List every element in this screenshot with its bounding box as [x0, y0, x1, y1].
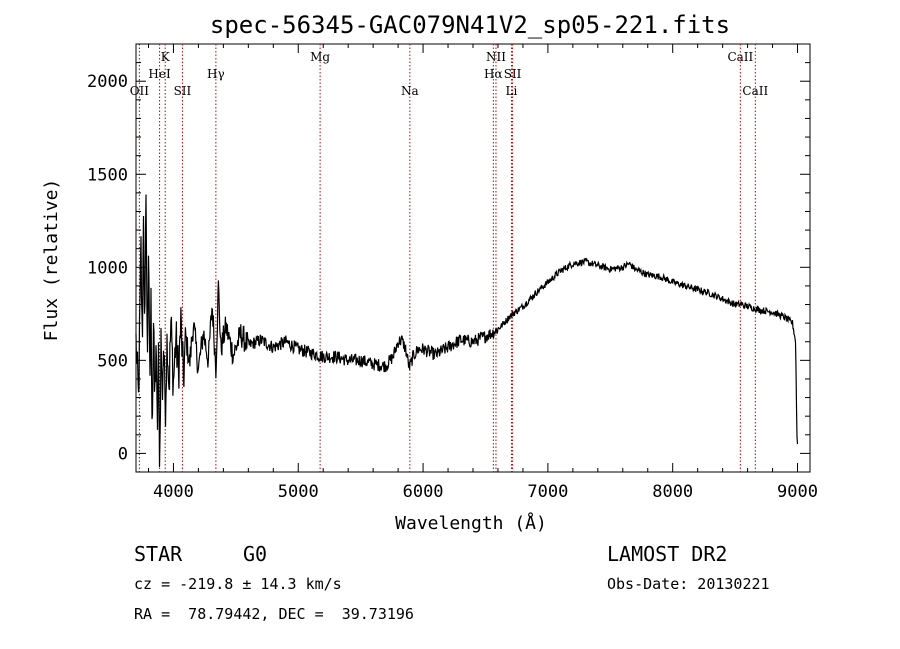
line-marker-label: Hγ	[207, 67, 225, 81]
y-axis-label: Flux (relative)	[41, 179, 62, 342]
x-tick-label: 4000	[153, 482, 194, 502]
redshift-velocity-text: cz = -219.8 ± 14.3 km/s	[134, 575, 342, 593]
object-class-label: STAR	[134, 542, 183, 566]
line-marker-label: OII	[130, 84, 150, 98]
coordinates-text: RA = 78.79442, DEC = 39.73196	[134, 605, 414, 623]
line-marker-label: Na	[401, 84, 419, 98]
y-tick-label: 1500	[87, 165, 128, 185]
object-subclass-label: G0	[243, 542, 268, 566]
x-tick-label: 9000	[777, 482, 818, 502]
survey-label: LAMOST DR2	[607, 542, 728, 566]
line-marker-label: K	[161, 50, 171, 64]
line-marker-label: CaII	[727, 50, 753, 64]
line-marker-label: HeI	[148, 67, 171, 81]
x-tick-label: 5000	[278, 482, 319, 502]
y-axis-ticks: 0 500 1000 1500 2000	[87, 43, 810, 473]
x-axis-label: Wavelength (Å)	[395, 512, 547, 534]
line-marker-label: Mg	[310, 50, 330, 64]
plot-area-frame	[135, 43, 811, 473]
line-marker-label: Hα	[484, 67, 503, 81]
line-marker-label: SII	[504, 67, 522, 81]
x-tick-label: 8000	[652, 482, 693, 502]
line-marker-label: NII	[486, 50, 506, 64]
chart-title: spec-56345-GAC079N41V2_sp05-221.fits	[210, 11, 730, 39]
y-tick-label: 2000	[87, 72, 128, 92]
y-tick-label: 0	[118, 444, 128, 464]
x-axis-ticks: 4000 5000 6000 7000 8000 9000	[147, 44, 818, 502]
observation-date-text: Obs-Date: 20130221	[607, 575, 770, 593]
y-tick-label: 500	[97, 351, 128, 371]
spectrum-line	[135, 194, 799, 468]
line-marker-label: CaII	[742, 84, 768, 98]
line-marker-label: Li	[506, 84, 518, 98]
x-tick-label: 6000	[403, 482, 444, 502]
y-tick-label: 1000	[87, 258, 128, 278]
x-tick-label: 7000	[527, 482, 568, 502]
line-marker-label: SII	[174, 84, 192, 98]
